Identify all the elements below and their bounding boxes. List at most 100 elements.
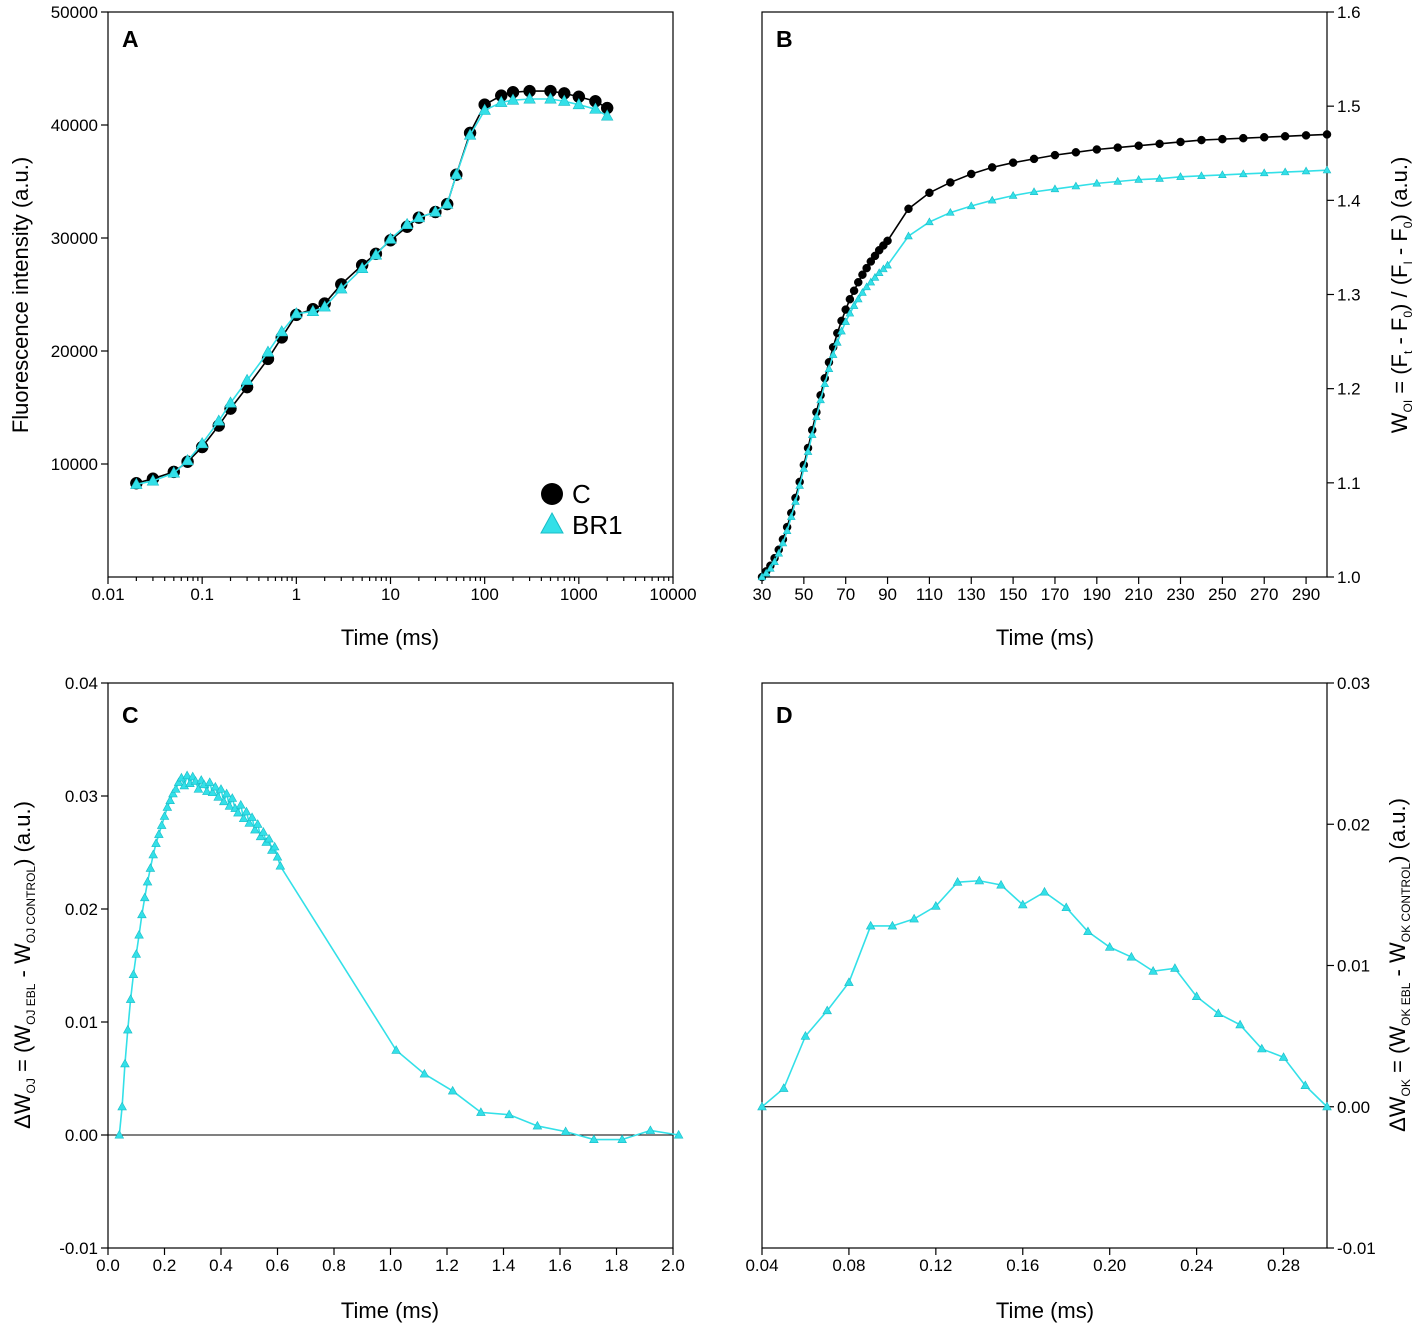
data-point-br1 — [1238, 169, 1248, 178]
data-point-br1 — [791, 497, 800, 505]
data-point-delta — [139, 892, 150, 902]
data-point-delta — [1322, 1101, 1332, 1111]
data-point-br1 — [1008, 191, 1018, 199]
y-tick-label: 0.04 — [65, 674, 98, 693]
y-label-part: = (F — [1387, 354, 1412, 400]
data-point-br1 — [837, 326, 846, 335]
data-point-delta — [202, 786, 212, 795]
series-line-br1 — [761, 169, 1328, 578]
data-point-delta — [114, 1129, 125, 1139]
y-label-part: t — [1401, 350, 1415, 354]
data-point-delta — [1191, 991, 1202, 1001]
x-tick-label: 0.20 — [1093, 1256, 1126, 1275]
data-point-br1 — [478, 103, 491, 115]
x-tick-label: 1.8 — [605, 1256, 629, 1275]
data-point-br1 — [966, 201, 976, 210]
data-point-br1 — [495, 95, 508, 107]
x-tick-label: 1000 — [560, 585, 598, 604]
panel-b-series — [757, 130, 1332, 582]
data-point-br1 — [858, 288, 867, 296]
y-label-part: ) (a.u.) — [1387, 157, 1412, 222]
data-point-br1 — [146, 474, 160, 486]
data-point-delta — [145, 863, 156, 872]
series-line--woj — [118, 773, 679, 1141]
y-tick-label: 1.1 — [1337, 474, 1361, 493]
x-tick-label: 1.2 — [435, 1256, 459, 1275]
data-point-br1 — [824, 364, 834, 372]
data-point-delta — [844, 977, 854, 986]
data-point-delta — [974, 875, 985, 885]
data-point-br1 — [766, 563, 775, 572]
y-tick-label: 50000 — [51, 3, 98, 22]
data-point-br1 — [589, 102, 602, 114]
data-point-br1 — [195, 437, 209, 449]
data-point-delta — [165, 795, 175, 804]
x-tick-label: 0.4 — [209, 1256, 233, 1275]
data-point-br1 — [1259, 168, 1269, 177]
data-point-c — [1197, 135, 1206, 145]
data-point-br1 — [1050, 184, 1060, 193]
x-tick-label: 210 — [1124, 585, 1152, 604]
data-point-br1 — [778, 538, 788, 547]
y-label-part: OK CONTROL — [1399, 863, 1413, 943]
data-point-delta — [207, 787, 218, 797]
data-point-br1 — [130, 477, 143, 489]
data-point-br1 — [987, 195, 997, 204]
data-point-br1 — [167, 466, 181, 478]
data-point-delta — [162, 802, 173, 811]
data-point-delta — [778, 1083, 789, 1092]
x-tick-label: 270 — [1250, 585, 1278, 604]
panel-c-x-ticks: 0.0 0.2 0.4 0.6 0.8 1.0 1.2 1.4 1.6 1.8 2.0 — [96, 1248, 685, 1275]
panel-d-x-label: Time (ms) — [996, 1298, 1094, 1323]
y-label-part: - W — [1385, 942, 1410, 983]
data-point-br1 — [355, 261, 369, 274]
x-tick-label: 0.16 — [1006, 1256, 1039, 1275]
y-tick-label: 0.02 — [65, 900, 98, 919]
y-label-part: OK EBL — [1399, 982, 1413, 1026]
data-point-br1 — [335, 282, 348, 294]
y-tick-label: 0.02 — [1337, 815, 1370, 834]
data-point-delta — [117, 1101, 127, 1111]
x-tick-label: 0.12 — [919, 1256, 952, 1275]
panel-d-series — [757, 875, 1332, 1111]
data-point-delta — [182, 770, 192, 780]
data-point-delta — [272, 851, 283, 861]
data-point-br1 — [866, 277, 876, 286]
data-point-delta — [238, 813, 249, 823]
y-tick-label: 1.2 — [1337, 380, 1361, 399]
panel-a-label: A — [122, 26, 139, 52]
series-line--wok — [761, 879, 1328, 1108]
data-point-delta — [159, 811, 170, 820]
data-point-delta — [269, 841, 280, 851]
legend: C BR1 — [540, 479, 623, 540]
data-point-br1 — [862, 282, 871, 291]
y-tick-label: 0.01 — [65, 1013, 98, 1032]
x-tick-label: 110 — [916, 585, 943, 604]
data-point-c — [1113, 143, 1122, 152]
data-point-c — [1050, 150, 1060, 160]
data-point-c — [862, 263, 871, 273]
data-point-delta — [419, 1068, 430, 1078]
panel-d: D 0.04 0.08 0.12 0.16 0.20 0.24 0.28 -0.01 0.00… — [745, 674, 1413, 1323]
data-point-delta — [154, 829, 164, 838]
data-point-br1 — [1071, 181, 1081, 190]
data-point-delta — [252, 819, 263, 828]
data-point-br1 — [786, 512, 796, 520]
data-point-br1 — [261, 345, 275, 357]
data-point-br1 — [849, 301, 859, 309]
data-point-c — [858, 270, 867, 279]
data-point-delta — [204, 777, 215, 786]
data-point-delta — [148, 849, 158, 859]
data-point-delta — [887, 920, 898, 930]
data-point-delta — [1017, 899, 1028, 909]
data-point-delta — [1213, 1008, 1224, 1017]
data-point-c — [1301, 131, 1311, 140]
data-point-br1 — [1218, 170, 1227, 179]
data-point-c — [1134, 141, 1143, 150]
data-point-br1 — [400, 217, 414, 229]
panel-b-x-label: Time (ms) — [996, 625, 1094, 650]
y-tick-label: 0.00 — [1337, 1098, 1370, 1117]
data-point-br1 — [807, 430, 817, 438]
y-tick-label: 0.00 — [65, 1126, 98, 1145]
